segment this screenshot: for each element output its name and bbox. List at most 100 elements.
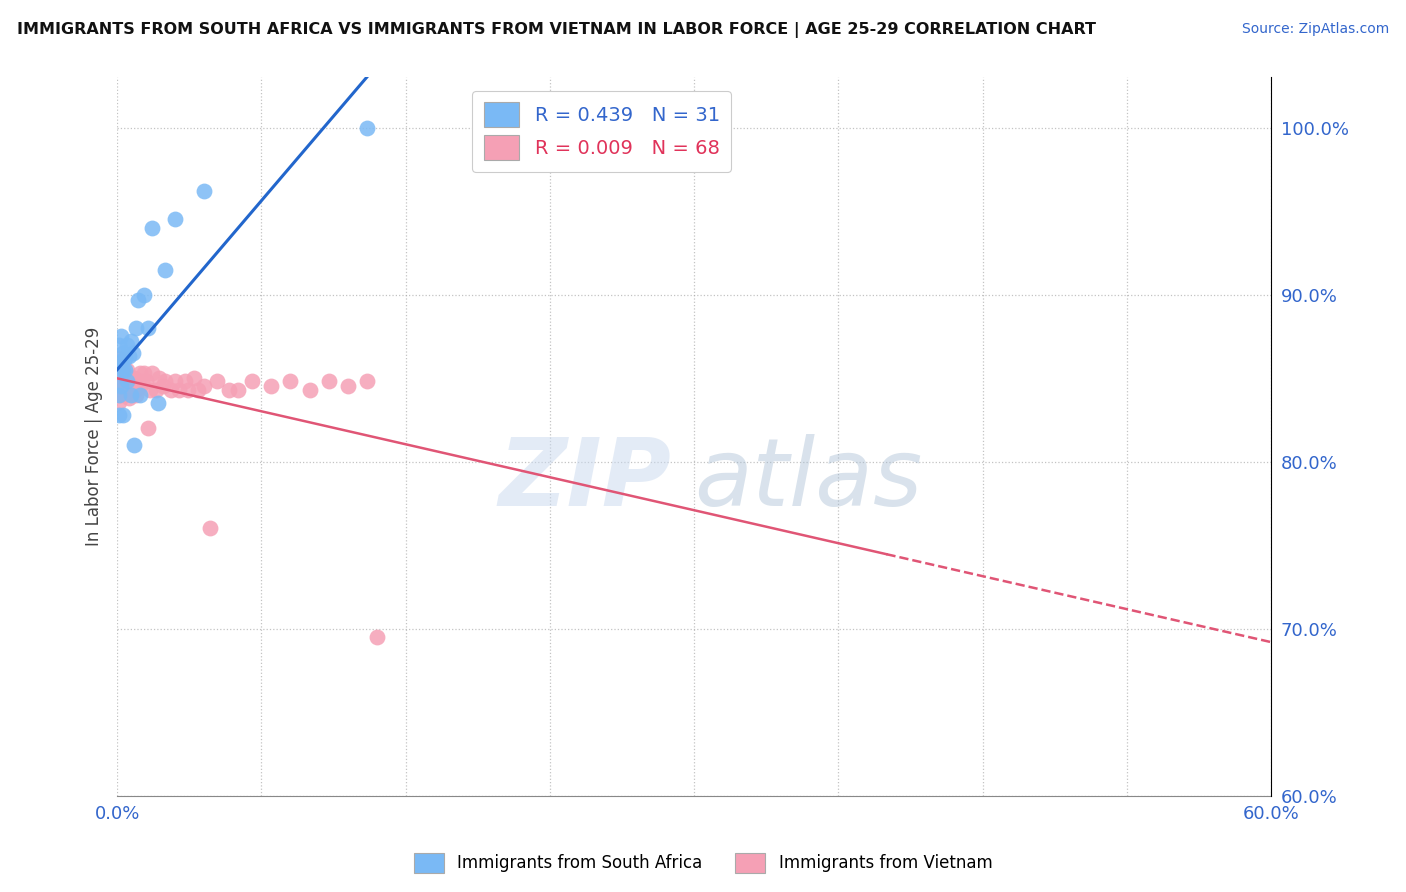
Point [132, 366, 155, 380]
Point [228, 383, 250, 397]
Point [141, 366, 163, 380]
Point [114, 351, 136, 365]
Point [108, 359, 131, 374]
Point [131, 375, 153, 389]
Point [120, 334, 142, 349]
Point [108, 371, 131, 385]
Point [125, 321, 148, 335]
Point [118, 391, 141, 405]
Legend: R = 0.439   N = 31, R = 0.009   N = 68: R = 0.439 N = 31, R = 0.009 N = 68 [472, 91, 731, 172]
Point [127, 375, 149, 389]
Text: Source: ZipAtlas.com: Source: ZipAtlas.com [1241, 22, 1389, 37]
Point [120, 388, 142, 402]
Point [114, 371, 136, 385]
Point [160, 383, 183, 397]
Point [110, 371, 132, 385]
Point [108, 388, 131, 402]
Y-axis label: In Labor Force | Age 25-29: In Labor Force | Age 25-29 [86, 327, 103, 546]
Point [163, 375, 186, 389]
Point [110, 366, 132, 380]
Point [115, 337, 138, 351]
Point [115, 375, 138, 389]
Point [108, 394, 131, 409]
Point [298, 383, 321, 397]
Point [110, 379, 132, 393]
Point [110, 358, 132, 372]
Point [129, 366, 152, 380]
Point [198, 521, 221, 535]
Point [115, 363, 138, 377]
Point [135, 375, 157, 389]
Point [111, 408, 134, 422]
Point [278, 375, 301, 389]
Point [110, 363, 132, 377]
Point [187, 383, 209, 397]
Point [111, 366, 134, 380]
Point [108, 408, 131, 422]
Point [356, 120, 378, 135]
Point [114, 383, 136, 397]
Point [141, 220, 163, 235]
Point [167, 383, 190, 397]
Point [124, 371, 146, 385]
Legend: Immigrants from South Africa, Immigrants from Vietnam: Immigrants from South Africa, Immigrants… [406, 847, 1000, 880]
Point [110, 388, 132, 402]
Point [132, 287, 155, 301]
Point [127, 293, 149, 307]
Point [240, 375, 263, 389]
Point [183, 371, 205, 385]
Point [193, 184, 215, 198]
Point [318, 375, 340, 389]
Point [118, 350, 141, 364]
Point [136, 421, 159, 435]
Point [108, 351, 131, 365]
Point [120, 371, 142, 385]
Point [115, 383, 138, 397]
Point [110, 359, 132, 374]
Point [111, 375, 134, 389]
Point [356, 375, 378, 389]
Point [111, 346, 134, 360]
Point [155, 262, 177, 277]
Point [173, 375, 195, 389]
Text: IMMIGRANTS FROM SOUTH AFRICA VS IMMIGRANTS FROM VIETNAM IN LABOR FORCE | AGE 25-: IMMIGRANTS FROM SOUTH AFRICA VS IMMIGRAN… [17, 22, 1095, 38]
Point [163, 212, 186, 227]
Point [111, 363, 134, 377]
Point [114, 363, 136, 377]
Point [120, 383, 142, 397]
Point [111, 368, 134, 382]
Point [114, 388, 136, 402]
Point [148, 371, 170, 385]
Point [125, 383, 148, 397]
Point [152, 379, 174, 393]
Point [125, 388, 148, 402]
Point [111, 375, 134, 389]
Point [146, 396, 169, 410]
Point [118, 383, 141, 397]
Point [177, 383, 200, 397]
Point [111, 379, 134, 393]
Point [108, 337, 131, 351]
Point [121, 383, 143, 397]
Point [118, 375, 141, 389]
Point [155, 375, 177, 389]
Point [121, 346, 143, 360]
Point [129, 379, 152, 393]
Point [108, 359, 131, 374]
Point [115, 375, 138, 389]
Point [111, 383, 134, 397]
Point [193, 379, 215, 393]
Point [124, 438, 146, 452]
Text: ZIP: ZIP [498, 434, 671, 525]
Point [110, 354, 132, 368]
Point [136, 321, 159, 335]
Point [110, 329, 132, 343]
Point [110, 379, 132, 393]
Point [129, 388, 152, 402]
Text: atlas: atlas [695, 434, 922, 525]
Point [108, 363, 131, 377]
Point [218, 383, 240, 397]
Point [108, 383, 131, 397]
Point [260, 379, 283, 393]
Point [120, 375, 142, 389]
